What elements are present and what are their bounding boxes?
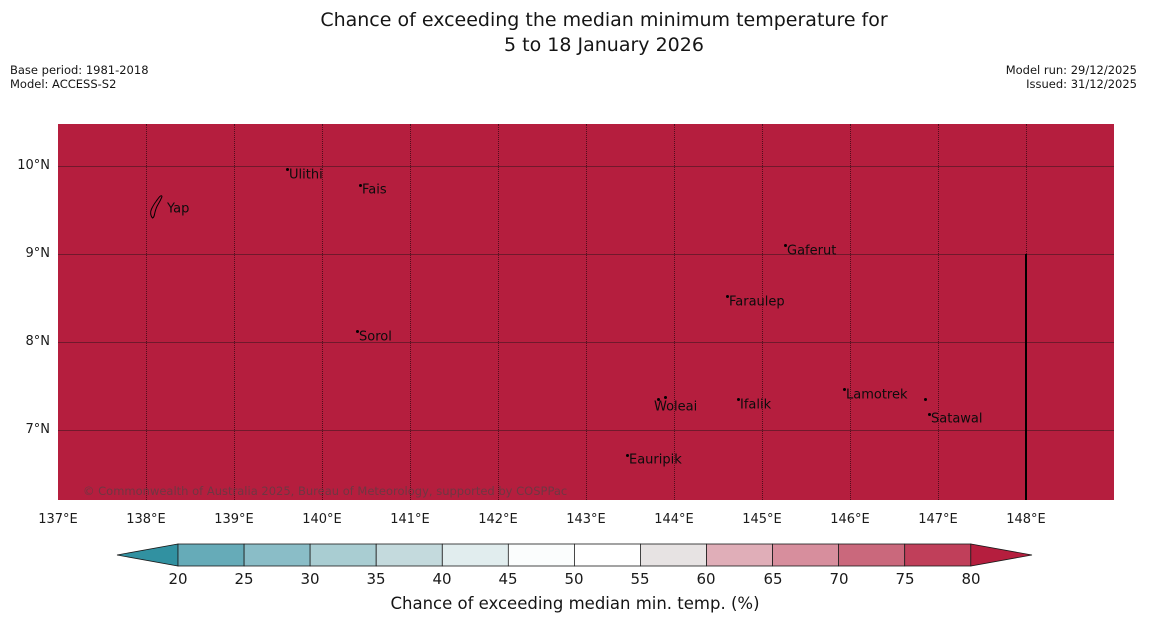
island-marker <box>726 295 729 298</box>
grid-line-vertical <box>146 124 147 500</box>
island-marker <box>784 244 787 247</box>
x-axis-label: 143°E <box>566 512 606 527</box>
colorbar-tick: 30 <box>300 570 320 588</box>
island-marker <box>359 184 362 187</box>
island-label-ulithi: Ulithi <box>289 167 323 183</box>
colorbar-arrow-low <box>116 543 179 567</box>
colorbar-axis-label: Chance of exceeding median min. temp. (%… <box>390 594 760 613</box>
island-label-yap: Yap <box>167 201 190 217</box>
island-label-woleai: Woleai <box>654 399 698 415</box>
island-marker <box>928 413 931 416</box>
island-marker <box>626 454 629 457</box>
colorbar-tick: 40 <box>432 570 452 588</box>
colorbar-segment <box>177 543 245 567</box>
island-marker <box>664 396 667 399</box>
island-marker <box>286 168 289 171</box>
x-axis-label: 148°E <box>1006 512 1046 527</box>
island-marker <box>924 398 927 401</box>
colorbar-segment <box>441 543 509 567</box>
title-line-1: Chance of exceeding the median minimum t… <box>320 9 888 31</box>
run-info: Model run: 29/12/2025 Issued: 31/12/2025 <box>1005 63 1137 91</box>
island-label-sorol: Sorol <box>359 329 392 345</box>
base-period-text: Base period: 1981-2018 <box>10 63 149 77</box>
x-axis-label: 137°E <box>38 512 78 527</box>
colorbar-segment <box>904 543 972 567</box>
x-axis-label: 147°E <box>918 512 958 527</box>
grid-line-vertical <box>586 124 587 500</box>
grid-line-vertical <box>762 124 763 500</box>
colorbar-tick: 45 <box>498 570 518 588</box>
colorbar-arrow-high <box>970 543 1033 567</box>
x-axis-label: 140°E <box>302 512 342 527</box>
y-axis-label: 10°N <box>17 158 50 173</box>
colorbar-tick: 25 <box>234 570 254 588</box>
island-marker <box>737 398 740 401</box>
grid-line-vertical <box>322 124 323 500</box>
island-marker <box>843 388 846 391</box>
y-axis-label: 7°N <box>25 422 51 437</box>
colorbar-tick: 20 <box>168 570 188 588</box>
y-axis-label: 8°N <box>25 334 51 349</box>
model-name-text: Model: ACCESS-S2 <box>10 76 117 91</box>
grid-line-vertical <box>938 124 939 500</box>
colorbar-tick: 75 <box>895 570 915 588</box>
y-axis-label: 9°N <box>25 246 51 261</box>
colorbar-segment <box>640 543 707 567</box>
map-panel: Yap Ulithi Fais Gaferut Faraulep Sorol W… <box>58 124 1114 500</box>
grid-line-vertical <box>850 124 851 500</box>
yap-island-outline <box>150 195 163 219</box>
colorbar-tick: 80 <box>961 570 981 588</box>
figure-title: Chance of exceeding the median minimum t… <box>320 8 887 58</box>
colorbar-segment <box>309 543 377 567</box>
colorbar-segment <box>375 543 443 567</box>
island-label-gaferut: Gaferut <box>787 243 837 259</box>
colorbar-tick: 50 <box>564 570 584 588</box>
colorbar <box>116 543 1033 567</box>
state-boundary-line <box>1025 254 1027 500</box>
model-info: Base period: 1981-2018 Model: ACCESS-S2 <box>10 63 149 91</box>
x-axis-label: 145°E <box>742 512 782 527</box>
x-axis-label: 142°E <box>478 512 518 527</box>
island-marker <box>657 398 660 401</box>
title-line-2: 5 to 18 January 2026 <box>504 34 704 56</box>
x-axis-label: 146°E <box>830 512 870 527</box>
colorbar-tick: 65 <box>763 570 783 588</box>
colorbar-segment <box>243 543 311 567</box>
island-label-eauripik: Eauripik <box>629 452 682 468</box>
island-label-faraulep: Faraulep <box>729 294 785 310</box>
copyright-text: © Commonwealth of Australia 2025, Bureau… <box>83 484 568 498</box>
colorbar-segment <box>706 543 773 567</box>
island-marker <box>356 330 359 333</box>
colorbar-tick: 70 <box>829 570 849 588</box>
colorbar-segment <box>573 543 641 567</box>
island-label-lamotrek: Lamotrek <box>846 387 908 403</box>
colorbar-segment <box>507 543 575 567</box>
grid-line-vertical <box>234 124 235 500</box>
grid-line-vertical <box>674 124 675 500</box>
issued-text: Issued: 31/12/2025 <box>1026 76 1137 91</box>
x-axis-label: 139°E <box>214 512 254 527</box>
colorbar-tick: 55 <box>630 570 650 588</box>
grid-line-vertical <box>498 124 499 500</box>
x-axis-label: 141°E <box>390 512 430 527</box>
colorbar-segment <box>838 543 906 567</box>
island-label-fais: Fais <box>362 182 387 198</box>
colorbar-tick: 60 <box>696 570 716 588</box>
colorbar-tick: 35 <box>366 570 386 588</box>
colorbar-segment <box>772 543 840 567</box>
island-label-ifalik: Ifalik <box>740 397 772 413</box>
model-run-text: Model run: 29/12/2025 <box>1005 63 1137 77</box>
x-axis-label: 144°E <box>654 512 694 527</box>
island-label-satawal: Satawal <box>931 411 983 427</box>
x-axis-label: 138°E <box>126 512 166 527</box>
grid-line-vertical <box>410 124 411 500</box>
